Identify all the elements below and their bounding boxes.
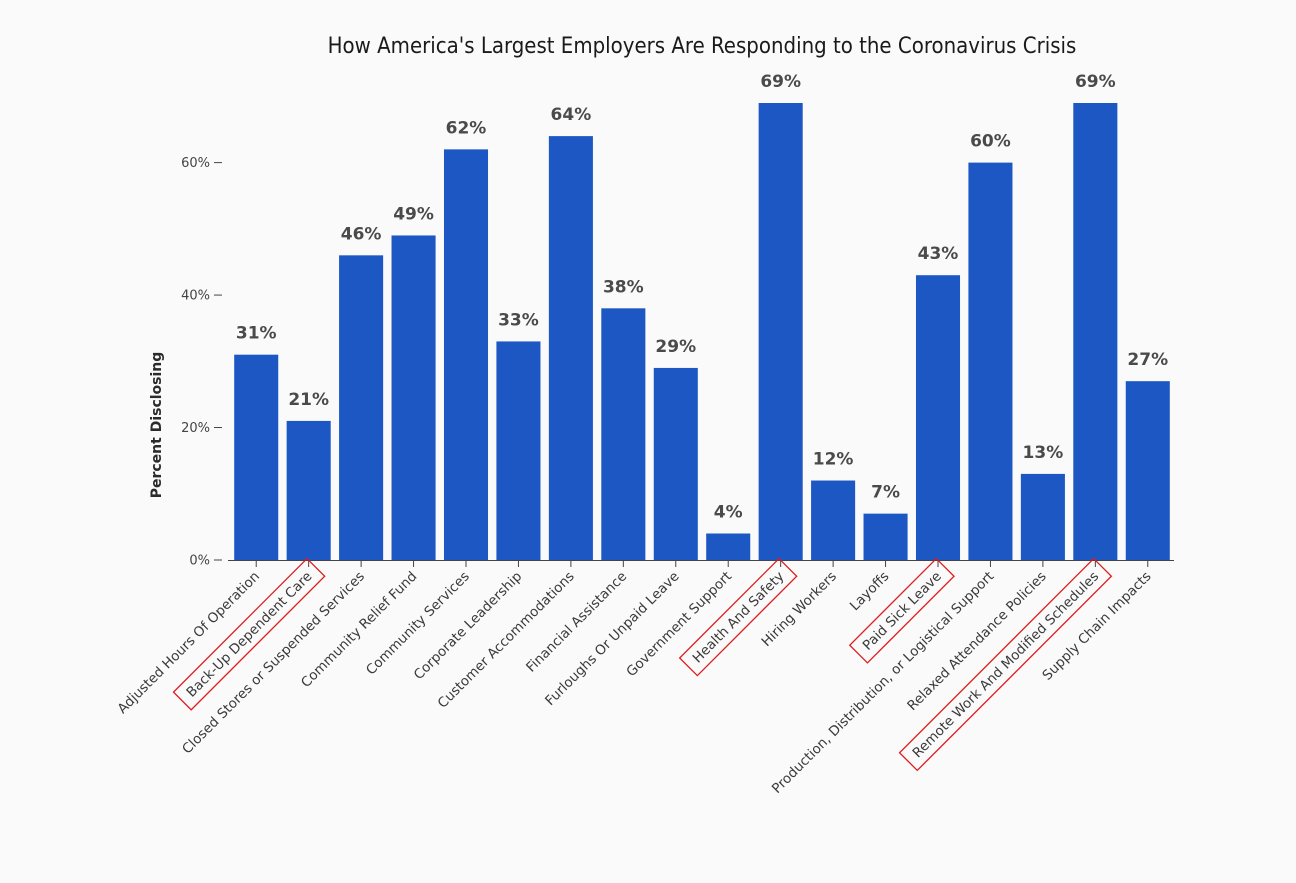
bar xyxy=(1125,381,1170,560)
data-label: 12% xyxy=(813,450,854,470)
highlight-boxes xyxy=(172,557,1113,772)
bar xyxy=(1020,473,1065,560)
data-label: 46% xyxy=(341,224,382,244)
bars xyxy=(234,103,1170,561)
bar xyxy=(758,103,803,560)
bar xyxy=(811,480,856,560)
highlight-box xyxy=(898,557,1113,772)
bar xyxy=(496,341,541,560)
data-label: 38% xyxy=(603,277,644,297)
data-label: 49% xyxy=(393,204,434,224)
data-label: 69% xyxy=(760,72,801,92)
highlight-box xyxy=(172,557,326,711)
data-label: 13% xyxy=(1023,443,1064,463)
data-label: 43% xyxy=(918,244,959,264)
highlight-box xyxy=(848,557,955,664)
bar xyxy=(653,367,698,560)
y-tick-label: 60% xyxy=(181,156,210,171)
data-label: 21% xyxy=(288,390,329,410)
bar xyxy=(706,533,751,560)
y-axis: 0% 20% 40% 60% xyxy=(181,156,222,569)
bar xyxy=(286,420,331,560)
data-label: 31% xyxy=(236,324,277,344)
data-label: 62% xyxy=(446,118,487,138)
data-label: 7% xyxy=(871,483,900,503)
bar xyxy=(915,275,961,560)
y-tick-label: 40% xyxy=(181,289,210,304)
bar xyxy=(1073,103,1118,560)
data-label: 33% xyxy=(498,310,539,330)
bar xyxy=(548,136,593,560)
data-label: 64% xyxy=(551,105,592,125)
y-axis-label: Percent Disclosing xyxy=(149,352,165,499)
data-label: 29% xyxy=(655,337,696,357)
data-label: 60% xyxy=(970,132,1011,152)
bar xyxy=(391,235,436,560)
bar xyxy=(863,513,908,560)
y-tick-label: 20% xyxy=(181,421,210,436)
y-tick-label: 0% xyxy=(189,554,210,569)
data-label: 27% xyxy=(1127,350,1168,370)
data-label: 69% xyxy=(1075,72,1116,92)
highlight-box xyxy=(678,557,798,677)
bar xyxy=(968,162,1013,560)
bar xyxy=(443,149,489,561)
chart-title: How America's Largest Employers Are Resp… xyxy=(328,34,1077,59)
data-label: 4% xyxy=(714,503,743,523)
data-labels: 31% 21% 46% 49% 62% 33% 64% 38% 29% 4% 69% 12% 7% 43%… xyxy=(236,72,1168,523)
bar xyxy=(234,354,279,560)
bar xyxy=(339,255,384,561)
bar xyxy=(601,308,646,560)
